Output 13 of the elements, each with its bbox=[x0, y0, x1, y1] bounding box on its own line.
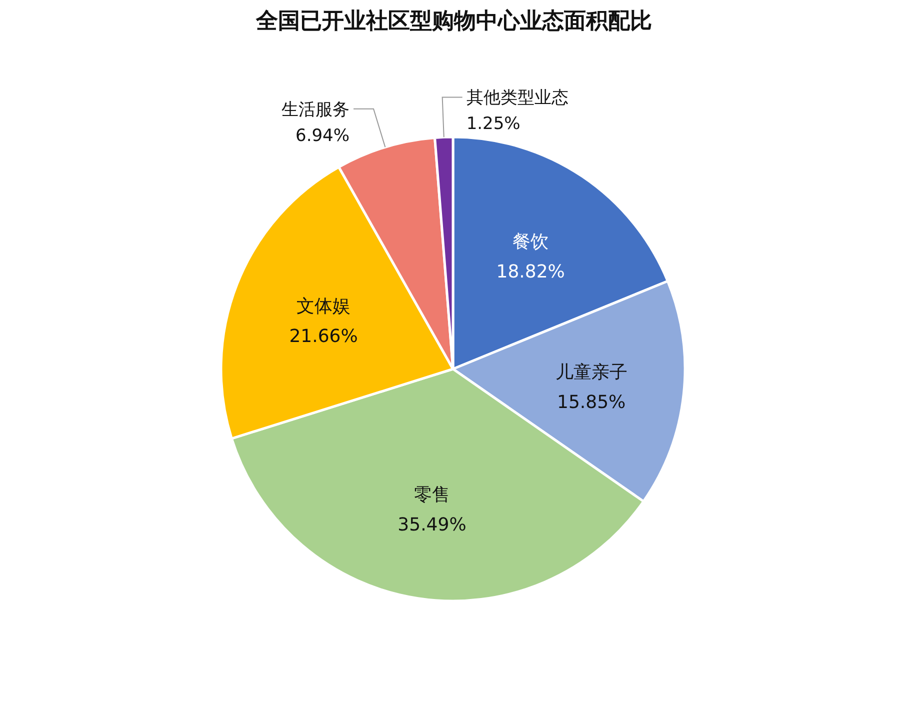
chart-title: 全国已开业社区型购物中心业态面积配比 bbox=[255, 8, 652, 34]
slice-label: 文体娱 bbox=[296, 296, 351, 317]
slice-label: 其他类型业态 bbox=[466, 88, 568, 108]
slice-label: 生活服务 bbox=[282, 100, 350, 120]
data-label: 15.85% bbox=[557, 392, 626, 414]
slice-label: 餐饮 bbox=[512, 231, 549, 252]
slice-label: 零售 bbox=[414, 484, 450, 506]
data-label: 35.49% bbox=[398, 514, 466, 536]
data-label: 21.66% bbox=[289, 326, 358, 347]
data-label: 6.94% bbox=[296, 126, 350, 146]
data-label: 1.25% bbox=[466, 114, 520, 134]
data-label: 18.82% bbox=[496, 261, 565, 282]
slice-label: 儿童亲子 bbox=[555, 362, 628, 384]
